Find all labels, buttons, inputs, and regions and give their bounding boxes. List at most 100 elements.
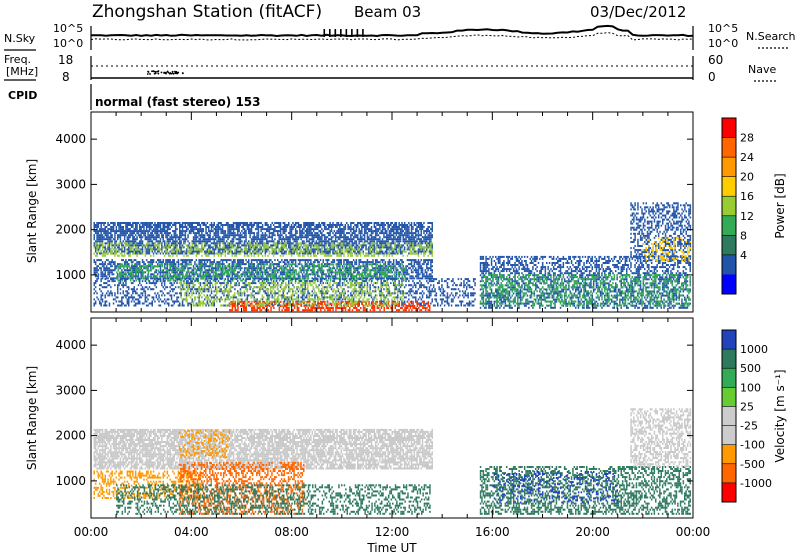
- range-time-cell: [414, 263, 416, 265]
- range-time-cell: [426, 236, 428, 238]
- range-time-cell: [389, 224, 391, 226]
- range-time-cell: [393, 234, 395, 236]
- range-time-cell: [131, 234, 133, 236]
- range-time-cell: [192, 243, 194, 245]
- range-time-cell: [299, 251, 301, 253]
- range-time-cell: [332, 271, 334, 273]
- range-time-cell: [226, 275, 228, 277]
- range-time-cell: [158, 230, 160, 232]
- range-time-cell: [397, 251, 399, 253]
- range-time-cell: [325, 251, 327, 253]
- range-time-cell: [401, 261, 403, 263]
- range-time-cell: [260, 222, 262, 224]
- range-time-cell: [415, 271, 417, 273]
- range-time-cell: [314, 261, 316, 263]
- range-time-cell: [381, 265, 383, 267]
- range-time-cell: [143, 226, 145, 228]
- range-time-cell: [179, 236, 181, 238]
- range-time-cell: [158, 251, 160, 253]
- range-time-cell: [223, 251, 225, 253]
- range-time-cell: [309, 232, 311, 234]
- range-time-cell: [125, 269, 127, 271]
- range-time-cell: [411, 242, 413, 244]
- range-time-cell: [418, 238, 420, 240]
- range-time-cell: [245, 247, 247, 249]
- range-time-cell: [160, 265, 162, 267]
- range-time-cell: [183, 230, 185, 232]
- range-time-cell: [203, 230, 205, 232]
- range-time-cell: [254, 275, 256, 277]
- range-time-cell: [103, 263, 105, 265]
- range-time-cell: [139, 234, 141, 236]
- range-time-cell: [252, 226, 254, 228]
- range-time-cell: [142, 230, 144, 232]
- range-time-cell: [258, 224, 260, 226]
- range-time-cell: [313, 244, 315, 246]
- range-time-cell: [262, 240, 264, 242]
- range-time-cell: [302, 246, 304, 248]
- range-time-cell: [298, 224, 300, 226]
- range-time-cell: [255, 236, 257, 238]
- range-time-cell: [310, 244, 312, 246]
- range-time-cell: [294, 259, 296, 261]
- range-time-cell: [127, 226, 129, 228]
- range-time-cell: [100, 244, 102, 246]
- range-time-cell: [99, 240, 101, 242]
- range-time-cell: [129, 243, 131, 245]
- range-time-cell: [214, 228, 216, 230]
- range-time-cell: [372, 248, 374, 250]
- range-time-cell: [383, 228, 385, 230]
- range-time-cell: [136, 275, 138, 277]
- range-time-cell: [157, 263, 159, 265]
- range-time-cell: [321, 253, 323, 255]
- range-time-cell: [232, 228, 234, 230]
- range-time-cell: [338, 224, 340, 226]
- range-time-cell: [262, 271, 264, 273]
- range-time-cell: [150, 273, 152, 275]
- range-time-cell: [136, 226, 138, 228]
- range-time-cell: [372, 277, 374, 279]
- range-time-cell: [371, 228, 373, 230]
- range-time-cell: [146, 259, 148, 261]
- range-time-cell: [278, 263, 280, 265]
- range-time-cell: [204, 261, 206, 263]
- range-time-cell: [196, 251, 198, 253]
- range-time-cell: [203, 259, 205, 261]
- range-time-cell: [416, 271, 418, 273]
- range-time-cell: [345, 246, 347, 248]
- range-time-cell: [345, 240, 347, 242]
- range-time-cell: [382, 251, 384, 253]
- range-time-cell: [298, 247, 300, 249]
- range-time-cell: [237, 228, 239, 230]
- range-time-cell: [285, 226, 287, 228]
- range-time-cell: [229, 228, 231, 230]
- range-time-cell: [318, 240, 320, 242]
- range-time-cell: [284, 230, 286, 232]
- range-time-cell: [168, 234, 170, 236]
- range-time-cell: [157, 222, 159, 224]
- range-time-cell: [342, 236, 344, 238]
- range-time-cell: [243, 226, 245, 228]
- range-time-cell: [169, 245, 171, 247]
- range-time-cell: [160, 224, 162, 226]
- range-time-cell: [203, 240, 205, 242]
- range-time-cell: [216, 230, 218, 232]
- range-time-cell: [124, 236, 126, 238]
- range-time-cell: [429, 226, 431, 228]
- range-time-cell: [136, 224, 138, 226]
- range-time-cell: [142, 222, 144, 224]
- freq-outlier-point: [157, 73, 159, 75]
- range-time-cell: [211, 230, 213, 232]
- range-time-cell: [259, 269, 261, 271]
- range-time-cell: [371, 243, 373, 245]
- range-time-cell: [276, 263, 278, 265]
- range-time-cell: [205, 242, 207, 244]
- range-time-cell: [179, 251, 181, 253]
- range-time-cell: [375, 247, 377, 249]
- range-time-cell: [284, 243, 286, 245]
- power-panel: 4000300020001000 Slant Range [km] 282420…: [25, 112, 787, 312]
- range-time-cell: [404, 248, 406, 250]
- range-time-cell: [168, 259, 170, 261]
- range-time-cell: [143, 224, 145, 226]
- range-time-cell: [350, 267, 352, 269]
